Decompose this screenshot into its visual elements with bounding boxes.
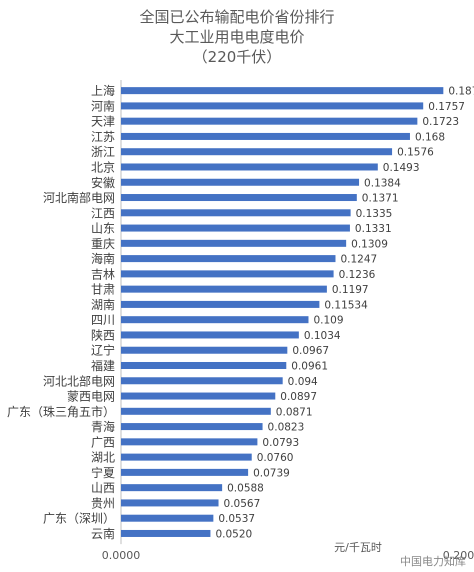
category-label-11: 海南 [91,251,115,266]
category-label-21: 广东（珠三角五市） [7,404,115,419]
category-label-23: 广西 [91,435,115,449]
category-label-19: 河北北部电网 [43,373,115,388]
data-label-3: 0.168 [415,131,445,143]
data-label-21: 0.0871 [276,406,313,418]
bar-12 [121,270,334,278]
data-label-2: 0.1723 [422,116,459,128]
data-label-22: 0.0823 [268,422,305,434]
chart-title-line-1: 全国已公布输配电价省份排行 [139,8,335,26]
data-label-1: 0.1757 [428,101,465,113]
bar-3 [121,132,410,140]
category-label-28: 广东（深圳） [43,512,115,526]
bar-15 [121,316,309,324]
data-label-28: 0.0537 [218,513,255,525]
category-label-24: 湖北 [91,450,115,465]
category-label-16: 陕西 [91,327,115,342]
bar-24 [121,453,252,461]
data-label-24: 0.0760 [257,452,294,464]
data-label-23: 0.0793 [262,437,299,449]
data-label-9: 0.1331 [355,223,392,235]
bar-21 [121,407,271,415]
category-label-0: 上海 [91,83,115,98]
category-label-6: 安徽 [91,175,115,190]
data-label-14: 0.11534 [324,299,368,311]
data-label-13: 0.1197 [332,284,369,296]
category-label-12: 吉林 [91,267,115,281]
bar-23 [121,438,258,446]
bar-1 [121,102,424,110]
bar-22 [121,423,263,431]
category-label-17: 辽宁 [91,343,115,358]
data-label-20: 0.0897 [280,391,317,403]
chart-title-line-2: 大工业用电电度电价 [169,28,305,46]
category-label-20: 蒙西电网 [67,390,115,404]
chart-title-line-3: （220千伏） [192,48,282,66]
category-label-3: 江苏 [91,130,115,144]
data-label-6: 0.1384 [364,177,401,189]
data-label-29: 0.0520 [215,528,252,540]
category-label-26: 山西 [91,481,115,495]
bar-7 [121,194,357,202]
bar-29 [121,529,211,537]
data-label-12: 0.1236 [339,269,376,281]
bar-27 [121,499,219,507]
data-label-5: 0.1493 [383,162,420,174]
data-label-15: 0.109 [313,315,343,327]
category-label-10: 重庆 [91,237,115,251]
data-label-7: 0.1371 [362,193,399,205]
data-label-11: 0.1247 [340,254,377,266]
bar-4 [121,148,393,156]
bar-10 [121,239,347,247]
bar-18 [121,361,287,369]
bar-0 [121,87,444,95]
bar-14 [121,300,320,308]
data-label-17: 0.0967 [292,345,329,357]
x-tick-label-1: 0.2000 [443,549,474,562]
category-label-18: 福建 [91,358,115,373]
category-label-22: 青海 [91,419,115,434]
bar-13 [121,285,327,293]
watermark-text: 中国电力知库 [400,555,466,568]
bar-6 [121,178,360,186]
data-label-10: 0.1309 [351,238,388,250]
category-label-29: 云南 [91,526,115,541]
bar-17 [121,346,288,354]
data-label-27: 0.0567 [224,498,261,510]
bar-20 [121,392,276,400]
category-label-1: 河南 [91,98,115,113]
unit-label: 元/千瓦时 [334,541,382,554]
data-label-25: 0.0739 [253,467,290,479]
x-tick-label-0: 0.0000 [102,549,141,562]
category-label-7: 河北南部电网 [43,190,115,205]
data-label-8: 0.1335 [356,208,393,220]
category-label-25: 宁夏 [91,465,115,480]
bar-19 [121,377,283,385]
data-label-19: 0.094 [288,376,318,388]
category-label-4: 浙江 [91,145,115,159]
data-label-0: 0.1874 [448,86,474,98]
category-label-5: 北京 [91,160,115,174]
bar-28 [121,514,214,522]
category-label-14: 湖南 [91,297,115,312]
bar-2 [121,117,418,125]
data-label-16: 0.1034 [304,330,341,342]
bar-16 [121,331,299,339]
category-label-15: 四川 [91,313,115,327]
bar-9 [121,224,350,232]
data-label-4: 0.1576 [397,147,434,159]
bar-8 [121,209,351,217]
category-label-8: 江西 [91,206,115,220]
category-label-9: 山东 [91,222,115,236]
category-label-2: 天津 [91,115,115,129]
bar-26 [121,484,223,492]
bar-11 [121,255,336,263]
category-label-13: 甘肃 [91,283,115,297]
data-label-18: 0.0961 [291,360,328,372]
bar-5 [121,163,378,171]
category-label-27: 贵州 [91,496,115,510]
bar-25 [121,468,249,476]
data-label-26: 0.0588 [227,483,264,495]
